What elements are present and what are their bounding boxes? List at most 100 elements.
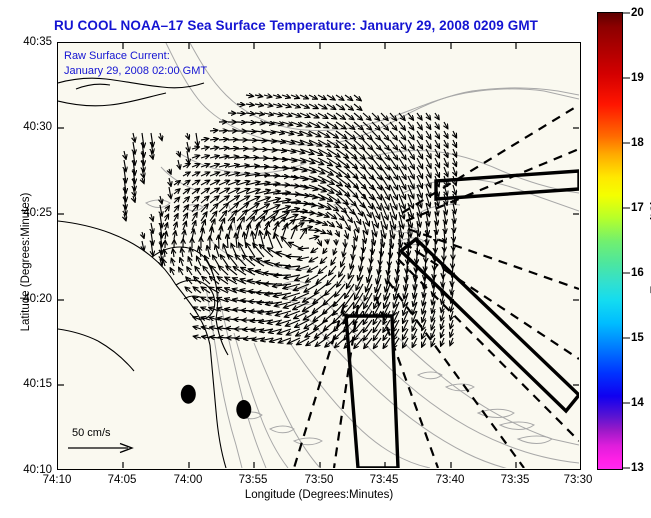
current-vector (451, 292, 453, 303)
current-vector (263, 131, 275, 133)
current-vector (407, 175, 414, 189)
x-tick-label: 73:50 (304, 474, 334, 486)
current-vector (425, 166, 431, 178)
current-vector (416, 184, 422, 198)
current-vector (374, 292, 382, 308)
current-vector (151, 222, 153, 233)
current-vector (191, 189, 199, 195)
current-vector (227, 148, 238, 149)
current-vector (408, 229, 410, 247)
y-tick-label: 40:20 (23, 293, 52, 305)
current-vector (299, 202, 316, 206)
current-vector (380, 202, 388, 220)
current-vector (343, 292, 355, 308)
current-vector (369, 256, 373, 273)
current-vector (236, 173, 249, 176)
current-vector (188, 257, 192, 267)
current-vector (434, 175, 439, 187)
current-vector (124, 177, 126, 193)
current-vector (374, 337, 382, 348)
current-vector (442, 274, 444, 287)
current-vector (396, 265, 400, 283)
current-vector (327, 239, 328, 244)
current-vector (366, 274, 373, 292)
current-vector (299, 184, 318, 190)
current-vector (272, 104, 282, 107)
current-vector (308, 211, 322, 215)
current-vector (160, 222, 162, 238)
current-vector (326, 166, 342, 176)
current-vector (236, 203, 249, 213)
current-vector (299, 130, 312, 136)
current-vector (417, 229, 419, 246)
current-vector (371, 148, 381, 160)
current-vector (165, 232, 166, 240)
current-vector (434, 139, 439, 148)
current-vector (227, 210, 237, 222)
current-vector (245, 204, 259, 213)
current-vector (209, 147, 219, 149)
current-vector (182, 180, 190, 186)
current-vector (417, 220, 419, 236)
current-vector (335, 148, 348, 158)
current-vector (160, 213, 162, 228)
current-vector (371, 202, 380, 219)
current-vector (227, 139, 238, 140)
current-vector (422, 301, 427, 314)
current-vector (169, 186, 171, 199)
current-vector (254, 175, 269, 176)
current-vector (124, 213, 126, 221)
current-vector (362, 220, 367, 234)
current-vector (353, 193, 364, 207)
current-vector (343, 319, 355, 332)
current-vector (384, 292, 391, 308)
current-vector (323, 310, 337, 322)
current-vector (335, 283, 346, 297)
current-vector (326, 220, 334, 227)
current-vector (317, 157, 332, 166)
current-vector (299, 139, 313, 145)
current-vector (424, 265, 426, 280)
current-vector (407, 211, 412, 228)
current-vector (434, 148, 439, 158)
current-vector (441, 319, 444, 329)
current-vector (352, 247, 354, 259)
current-vector (313, 301, 328, 313)
current-vector (191, 213, 197, 222)
current-vector (308, 94, 317, 99)
current-vector (323, 247, 327, 253)
current-vector (297, 337, 310, 345)
current-vector (220, 255, 229, 267)
current-vector (432, 301, 436, 313)
current-vector (272, 122, 283, 125)
current-vector (433, 283, 436, 296)
current-vector (151, 150, 153, 159)
current-vector (142, 240, 144, 251)
current-vector (243, 329, 256, 330)
current-vector (344, 139, 356, 149)
current-vector (235, 338, 247, 339)
current-vector (403, 310, 409, 323)
current-vector (299, 166, 316, 172)
map-canvas (58, 43, 579, 468)
y-tick-label: 40:35 (23, 36, 52, 48)
x-axis-label: Longitude (Degrees:Minutes) (244, 489, 394, 501)
current-vector (441, 301, 444, 312)
current-vector (308, 148, 323, 155)
current-vector (393, 301, 400, 316)
current-vector (290, 112, 301, 117)
current-vector (278, 337, 292, 343)
current-vector (290, 211, 307, 212)
current-vector (389, 148, 398, 160)
current-vector (290, 103, 300, 108)
current-vector (254, 122, 265, 123)
current-vector (353, 130, 364, 140)
current-vector (299, 175, 317, 181)
current-vector (227, 181, 240, 186)
current-vector (308, 230, 319, 231)
current-vector (174, 222, 177, 231)
current-vector (398, 112, 405, 120)
current-vector (318, 238, 321, 246)
current-vector (441, 328, 444, 338)
current-vector (306, 337, 319, 346)
